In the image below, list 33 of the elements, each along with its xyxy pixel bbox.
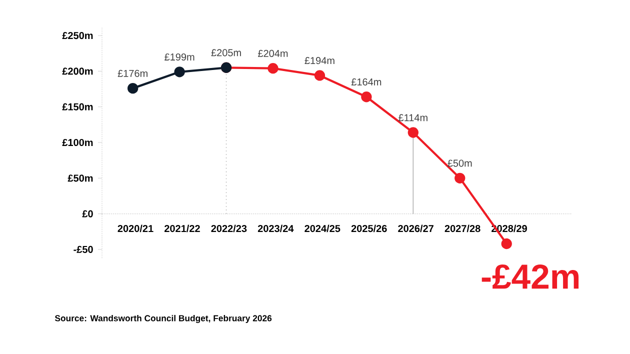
- data-label: £205m: [211, 49, 241, 56]
- point: [174, 66, 185, 78]
- data-label: £114m: [398, 114, 428, 122]
- x-tick-label: 2022/23: [211, 224, 247, 232]
- data-label: £204m: [258, 50, 288, 57]
- x-tick-label: 2027/28: [444, 224, 480, 232]
- point: [268, 63, 278, 74]
- data-label: £194m: [304, 57, 334, 64]
- point: [408, 127, 418, 138]
- point: [128, 82, 138, 94]
- y-tick-label: £150m: [62, 103, 93, 110]
- y-tick-label: £250m: [62, 32, 93, 40]
- y-tick-label: £50m: [68, 174, 93, 182]
- x-tick-label: 2026/27: [398, 224, 434, 232]
- x-tick-label: 2021/22: [164, 224, 200, 232]
- data-label: £164m: [351, 78, 382, 86]
- x-tick-label: 2023/24: [258, 224, 294, 232]
- x-tick-label: 2020/21: [118, 224, 154, 232]
- point: [501, 238, 512, 250]
- x-tick-label: 2024/25: [304, 224, 340, 232]
- point: [314, 70, 326, 81]
- point: [454, 172, 466, 184]
- annotation: -£42m: [482, 264, 579, 289]
- data-label: £199m: [164, 53, 194, 61]
- source-note: Source: Wandsworth Council Budget, February 2026: [54, 314, 272, 324]
- y-tick-label: £200m: [62, 68, 93, 75]
- y-tick-label: £100m: [62, 138, 93, 146]
- point: [361, 92, 372, 102]
- x-tick-label: 2025/26: [351, 224, 387, 232]
- data-label: £50m: [448, 160, 472, 167]
- y-tick-label: -£50: [74, 246, 93, 253]
- y-tick-label: £0: [82, 210, 93, 218]
- data-label: £176m: [118, 70, 148, 77]
